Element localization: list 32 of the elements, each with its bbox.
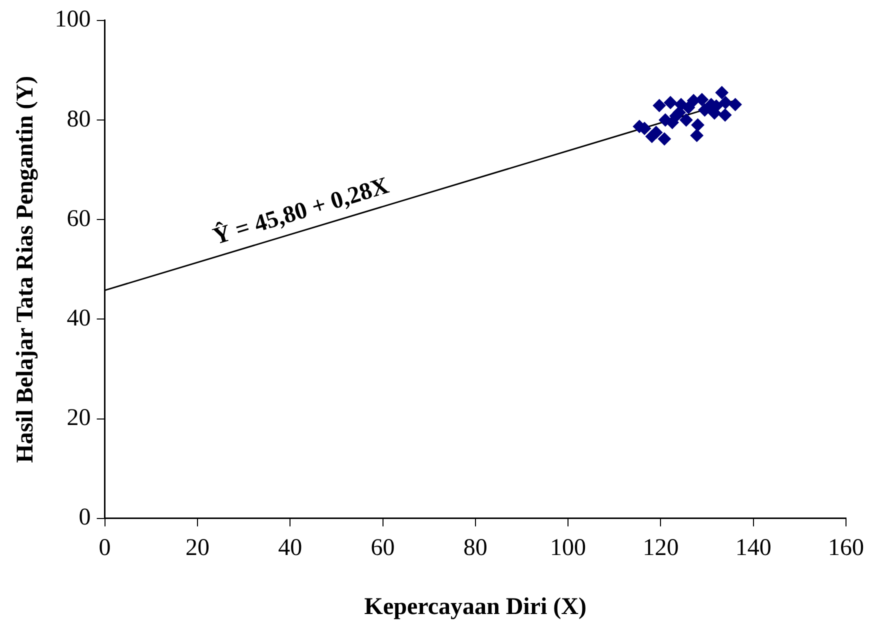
annotation: Ŷ = 45,80 + 0,28X <box>210 172 393 250</box>
x-tick-label: 120 <box>642 535 679 562</box>
point <box>658 132 671 146</box>
x-tick-label: 160 <box>828 535 864 562</box>
point <box>715 86 728 100</box>
point <box>682 101 695 114</box>
point <box>728 98 742 112</box>
x-tick-label: 140 <box>735 535 772 562</box>
point <box>672 106 686 120</box>
y-axis-title: Hasil Belajar Tata Rias Pengantin (Y) <box>12 76 39 463</box>
point <box>695 93 708 106</box>
y-tick-label: 0 <box>78 504 91 531</box>
x-tick-label: 0 <box>98 535 111 562</box>
y-tick-label: 80 <box>66 106 91 132</box>
y-tick-label: 60 <box>66 206 91 232</box>
x-tick-label: 60 <box>370 535 395 562</box>
y-tick-label: 100 <box>54 6 91 33</box>
y-tick-label: 20 <box>66 405 91 432</box>
x-tick-label: 40 <box>278 535 302 562</box>
x-tick-label: 20 <box>185 535 210 562</box>
point <box>680 114 693 126</box>
point <box>691 118 704 132</box>
y-tick-label: 40 <box>66 305 91 332</box>
x-tick-label: 80 <box>463 535 488 562</box>
x-tick-label: 100 <box>550 535 586 562</box>
point <box>690 128 704 142</box>
point <box>652 99 666 112</box>
x-axis-title: Kepercayaan Diri (X) <box>364 594 586 620</box>
point <box>664 96 677 110</box>
point <box>650 126 663 139</box>
point <box>719 96 732 110</box>
point <box>718 108 732 122</box>
